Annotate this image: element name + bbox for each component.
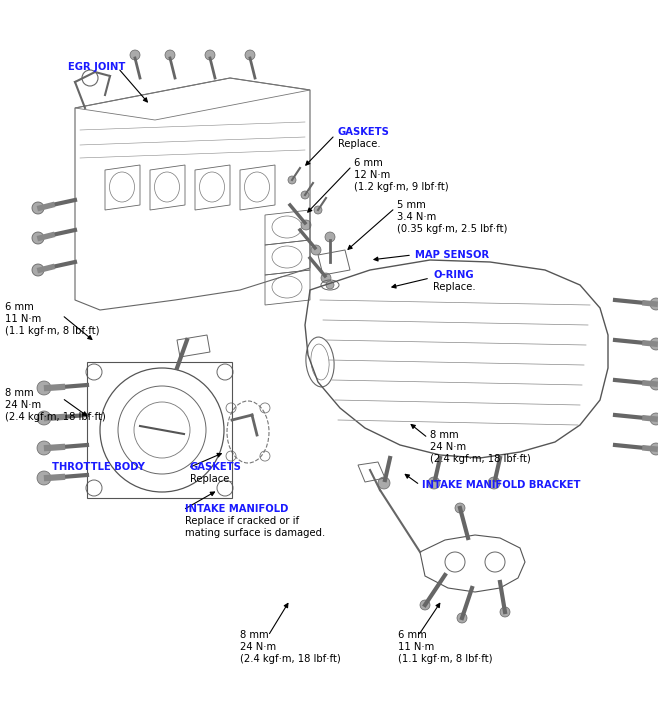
Text: (1.1 kgf·m, 8 lbf·ft): (1.1 kgf·m, 8 lbf·ft) bbox=[5, 326, 99, 336]
Circle shape bbox=[650, 298, 658, 310]
Circle shape bbox=[311, 245, 321, 255]
Circle shape bbox=[32, 232, 44, 244]
Circle shape bbox=[165, 50, 175, 60]
Text: mating surface is damaged.: mating surface is damaged. bbox=[185, 528, 325, 538]
Circle shape bbox=[455, 503, 465, 513]
Text: 8 mm: 8 mm bbox=[430, 430, 459, 440]
Text: 12 N·m: 12 N·m bbox=[354, 170, 390, 180]
Text: MAP SENSOR: MAP SENSOR bbox=[415, 250, 489, 260]
Circle shape bbox=[650, 378, 658, 390]
Text: 5 mm: 5 mm bbox=[397, 200, 426, 210]
Text: 6 mm: 6 mm bbox=[398, 630, 427, 640]
Circle shape bbox=[326, 281, 334, 289]
Text: 11 N·m: 11 N·m bbox=[398, 642, 434, 652]
Text: 24 N·m: 24 N·m bbox=[240, 642, 276, 652]
Circle shape bbox=[325, 232, 335, 242]
Circle shape bbox=[32, 202, 44, 214]
Text: 8 mm: 8 mm bbox=[240, 630, 268, 640]
Circle shape bbox=[378, 477, 390, 489]
Text: Replace if cracked or if: Replace if cracked or if bbox=[185, 516, 299, 526]
Circle shape bbox=[321, 273, 331, 283]
Circle shape bbox=[488, 477, 500, 489]
Circle shape bbox=[301, 191, 309, 199]
Text: (1.2 kgf·m, 9 lbf·ft): (1.2 kgf·m, 9 lbf·ft) bbox=[354, 182, 449, 192]
Circle shape bbox=[428, 477, 440, 489]
Text: (2.4 kgf·m, 18 lbf·ft): (2.4 kgf·m, 18 lbf·ft) bbox=[430, 454, 531, 464]
Circle shape bbox=[205, 50, 215, 60]
Circle shape bbox=[37, 471, 51, 485]
Circle shape bbox=[650, 338, 658, 350]
Text: GASKETS: GASKETS bbox=[338, 127, 390, 137]
Text: Replace.: Replace. bbox=[190, 474, 233, 484]
Text: 11 N·m: 11 N·m bbox=[5, 314, 41, 324]
Text: GASKETS: GASKETS bbox=[190, 462, 242, 472]
Text: THROTTLE BODY: THROTTLE BODY bbox=[52, 462, 145, 472]
Circle shape bbox=[32, 264, 44, 276]
Circle shape bbox=[301, 220, 311, 230]
Circle shape bbox=[37, 411, 51, 425]
Text: INTAKE MANIFOLD BRACKET: INTAKE MANIFOLD BRACKET bbox=[422, 480, 580, 490]
Circle shape bbox=[314, 206, 322, 214]
Circle shape bbox=[130, 50, 140, 60]
Text: 24 N·m: 24 N·m bbox=[5, 400, 41, 410]
Circle shape bbox=[37, 441, 51, 455]
Text: (1.1 kgf·m, 8 lbf·ft): (1.1 kgf·m, 8 lbf·ft) bbox=[398, 654, 492, 664]
Circle shape bbox=[457, 613, 467, 623]
Circle shape bbox=[500, 607, 510, 617]
Text: (2.4 kgf·m, 18 lbf·ft): (2.4 kgf·m, 18 lbf·ft) bbox=[240, 654, 341, 664]
Text: 3.4 N·m: 3.4 N·m bbox=[397, 212, 436, 222]
Circle shape bbox=[245, 50, 255, 60]
Text: (0.35 kgf·m, 2.5 lbf·ft): (0.35 kgf·m, 2.5 lbf·ft) bbox=[397, 224, 507, 234]
Circle shape bbox=[37, 381, 51, 395]
Text: 24 N·m: 24 N·m bbox=[430, 442, 466, 452]
Text: (2.4 kgf·m, 18 lbf·ft): (2.4 kgf·m, 18 lbf·ft) bbox=[5, 412, 106, 422]
Text: 6 mm: 6 mm bbox=[5, 302, 34, 312]
Circle shape bbox=[420, 600, 430, 610]
Text: O-RING: O-RING bbox=[433, 270, 474, 280]
Circle shape bbox=[288, 176, 296, 184]
Text: EGR JOINT: EGR JOINT bbox=[68, 62, 126, 72]
Text: Replace.: Replace. bbox=[433, 282, 476, 292]
Text: 8 mm: 8 mm bbox=[5, 388, 34, 398]
Circle shape bbox=[650, 413, 658, 425]
Circle shape bbox=[650, 443, 658, 455]
Text: INTAKE MANIFOLD: INTAKE MANIFOLD bbox=[185, 504, 288, 514]
Text: 6 mm: 6 mm bbox=[354, 158, 383, 168]
Text: Replace.: Replace. bbox=[338, 139, 380, 149]
